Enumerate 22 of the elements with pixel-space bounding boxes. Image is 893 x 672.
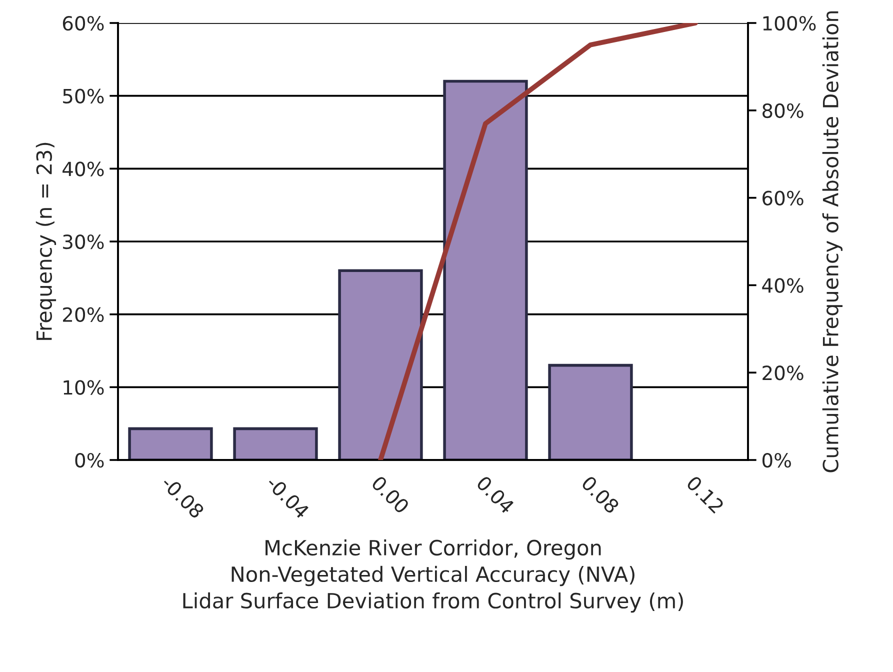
y-tick-label: 60% [62, 16, 104, 31]
y-tick-label: 10% [64, 380, 104, 395]
y2-tick-label: 40% [762, 278, 804, 293]
bar [128, 427, 213, 460]
y-tick-label: 20% [63, 307, 104, 322]
bar [548, 364, 633, 460]
y2-tick-label: 0% [762, 452, 791, 468]
y-tick-label: 40% [62, 162, 104, 176]
y2-tick-label: 60% [762, 190, 804, 206]
bar [443, 80, 528, 460]
y-axis-title: Frequency (n = 23) [36, 142, 56, 340]
y2-tick-label: 80% [762, 103, 804, 118]
line-series [378, 23, 698, 460]
x-axis-title: McKenzie River Corridor, Oregon Non-Vegetated Vertical Accuracy (NVA) Lidar Surface Deviation from Control Survey (m) [183, 539, 683, 613]
y-tick-label: 0% [75, 452, 104, 468]
y2-tick-label: 100% [763, 16, 816, 31]
bar [338, 269, 423, 460]
y-tick-label: 30% [63, 234, 104, 250]
y2-tick-label: 20% [762, 366, 804, 380]
y-tick-label: 50% [63, 88, 104, 104]
bar [233, 427, 318, 460]
y2-axis-title: Cumulative Frequency of Absolute Deviation [822, 11, 843, 472]
